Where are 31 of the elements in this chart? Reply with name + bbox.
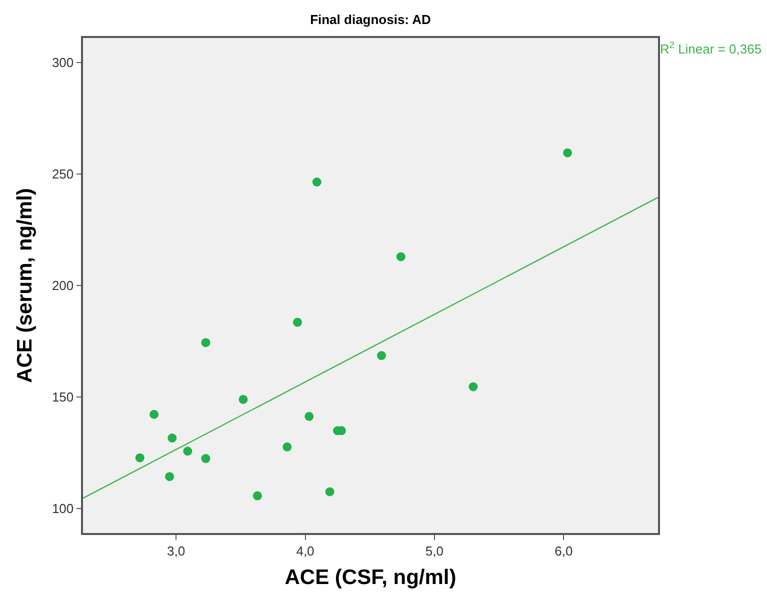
point (168, 434, 177, 443)
x-axis-title: ACE (CSF, ng/ml) (284, 566, 456, 590)
x-tick-label: 4,0 (296, 543, 314, 558)
y-axis-title: ACE (serum, ng/ml) (14, 188, 37, 383)
point (312, 178, 322, 187)
point (201, 454, 210, 464)
point (282, 442, 292, 452)
point (238, 394, 248, 404)
x-tick-label: 6,0 (554, 543, 573, 558)
y-tick-label: 100 (52, 501, 74, 516)
y-tick-label: 150 (52, 390, 74, 405)
point (376, 351, 386, 360)
point (563, 148, 572, 158)
point (201, 338, 210, 348)
point (325, 487, 334, 496)
chart-title: Final diagnosis: AD (310, 12, 431, 28)
text: R$^{2}$ Linear = 0,365 (660, 40, 762, 56)
point (396, 252, 406, 262)
y-tick-label: 300 (52, 55, 74, 70)
point (165, 472, 174, 482)
y-tick-label: 250 (52, 166, 74, 182)
point (135, 453, 144, 462)
point (150, 410, 159, 419)
point (183, 446, 192, 456)
x-tick-label: 5,0 (425, 543, 444, 558)
point (304, 412, 314, 421)
point (252, 491, 262, 500)
x-tick-label: 3,0 (166, 543, 186, 558)
point (292, 318, 302, 327)
y-tick-label: 200 (52, 278, 74, 294)
point (468, 382, 478, 392)
